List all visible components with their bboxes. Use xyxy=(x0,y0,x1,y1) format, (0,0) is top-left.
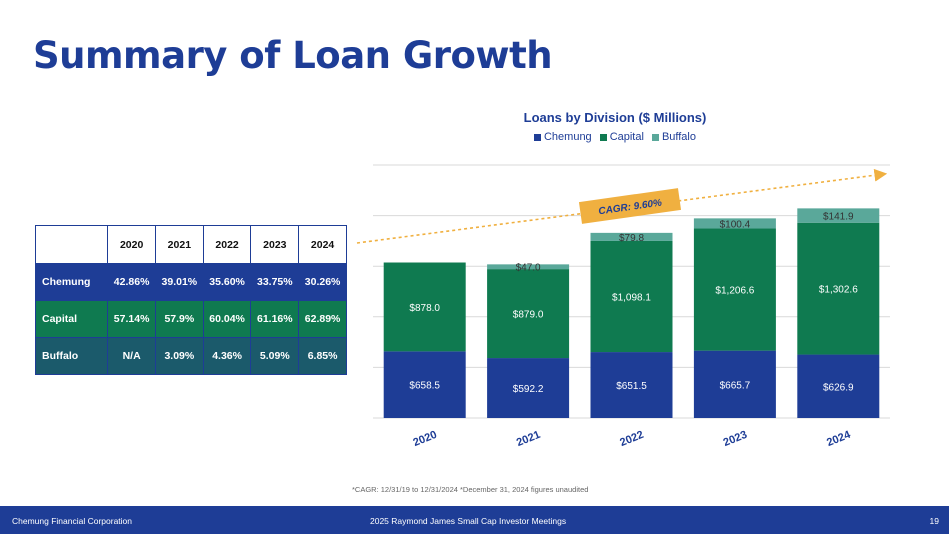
legend-swatch-capital xyxy=(599,133,607,141)
x-tick-label-2024: 2024 xyxy=(825,428,853,449)
table-header-cell: 2023 xyxy=(250,225,300,264)
data-label-capital-2021: $879.0 xyxy=(513,310,544,321)
data-label-buffalo-2024: $141.9 xyxy=(823,212,854,223)
data-label-chemung-2022: $651.5 xyxy=(616,381,647,392)
data-label-buffalo-2022: $79.8 xyxy=(619,233,644,244)
table-cell: 42.86% xyxy=(107,263,156,301)
table-header-cell: 2024 xyxy=(298,225,347,264)
division-percentage-table: 2020 2021 2022 2023 2024 Chemung 42.86% … xyxy=(34,225,347,375)
table-cell: 35.60% xyxy=(202,263,252,301)
table-cell: 39.01% xyxy=(154,263,204,301)
legend-label-chemung: Chemung xyxy=(543,131,592,143)
legend-swatch-chemung xyxy=(533,133,541,141)
x-tick-label-2022: 2022 xyxy=(618,429,645,449)
table-cell: 33.75% xyxy=(250,263,300,301)
legend-item-capital: Capital xyxy=(599,131,644,143)
chart-title: Loans by Division ($ Millions) xyxy=(523,110,707,125)
bar-buffalo-2021 xyxy=(487,264,570,270)
cagr-callout-box xyxy=(578,188,682,224)
legend-item-buffalo: Buffalo xyxy=(651,131,696,143)
table-cell: N/A xyxy=(107,337,156,375)
legend-item-chemung: Chemung xyxy=(533,131,592,143)
bar-chemung-2024 xyxy=(797,354,880,418)
table-cell: 61.16% xyxy=(250,300,300,338)
table-cell: 57.14% xyxy=(107,300,156,338)
x-tick-label-2021: 2021 xyxy=(515,429,542,449)
bar-capital-2022 xyxy=(590,240,673,353)
table-cell: 30.26% xyxy=(298,263,347,301)
table-row-buffalo: Buffalo N/A 3.09% 4.36% 5.09% 6.85% xyxy=(34,337,347,375)
footnote: *CAGR: 12/31/19 to 12/31/2024 *December … xyxy=(352,485,589,494)
bar-buffalo-2022 xyxy=(590,232,673,241)
data-label-chemung-2024: $626.9 xyxy=(823,382,854,393)
page-title: Summary of Loan Growth xyxy=(33,34,553,77)
page-number: 19 xyxy=(929,516,939,526)
x-tick-label-2020: 2020 xyxy=(411,429,438,449)
chart-legend: Chemung Capital Buffalo xyxy=(440,131,790,143)
legend-swatch-buffalo xyxy=(651,133,659,141)
table-header-cell xyxy=(34,225,109,264)
data-label-capital-2024: $1,302.6 xyxy=(819,285,858,296)
table-row-label: Chemung xyxy=(34,263,109,301)
bar-capital-2024 xyxy=(797,222,880,355)
data-label-chemung-2020: $658.5 xyxy=(409,381,440,392)
bar-chemung-2022 xyxy=(590,352,673,418)
bar-chemung-2021 xyxy=(487,358,570,418)
cagr-callout: CAGR: 9.60% xyxy=(578,188,682,224)
table-cell: 4.36% xyxy=(202,337,252,375)
bar-buffalo-2024 xyxy=(797,208,880,223)
data-label-chemung-2021: $592.2 xyxy=(513,384,544,395)
table-row-chemung: Chemung 42.86% 39.01% 35.60% 33.75% 30.2… xyxy=(34,263,347,301)
bar-capital-2021 xyxy=(487,269,570,359)
legend-label-capital: Capital xyxy=(609,131,644,143)
table-cell: 3.09% xyxy=(154,337,204,375)
table-cell: 62.89% xyxy=(298,300,347,338)
table-cell: 5.09% xyxy=(250,337,300,375)
footer-company: Chemung Financial Corporation xyxy=(12,516,133,526)
legend-label-buffalo: Buffalo xyxy=(661,131,696,143)
table-header-row: 2020 2021 2022 2023 2024 xyxy=(34,225,347,264)
bar-chemung-2023 xyxy=(693,350,776,418)
bar-buffalo-2023 xyxy=(693,218,776,229)
bar-capital-2023 xyxy=(693,228,776,351)
table-row-capital: Capital 57.14% 57.9% 60.04% 61.16% 62.89… xyxy=(34,300,347,338)
table-cell: 6.85% xyxy=(298,337,347,375)
data-label-capital-2023: $1,206.6 xyxy=(715,286,754,297)
data-label-capital-2020: $878.0 xyxy=(409,303,440,314)
table-row-label: Buffalo xyxy=(34,337,109,375)
footer-bar: Chemung Financial Corporation 2025 Raymo… xyxy=(0,506,949,534)
data-label-capital-2022: $1,098.1 xyxy=(612,293,651,304)
data-label-buffalo-2023: $100.4 xyxy=(720,219,751,230)
data-label-chemung-2023: $665.7 xyxy=(720,380,751,391)
x-tick-label-2023: 2023 xyxy=(722,429,749,449)
table-row-label: Capital xyxy=(34,300,109,338)
table-header-cell: 2022 xyxy=(202,225,252,264)
table-header-cell: 2021 xyxy=(154,225,204,264)
bar-capital-2020 xyxy=(383,262,466,352)
table-cell: 57.9% xyxy=(154,300,204,338)
data-label-buffalo-2021: $47.0 xyxy=(516,263,541,274)
bar-chemung-2020 xyxy=(383,351,466,418)
footer-event: 2025 Raymond James Small Cap Investor Me… xyxy=(370,516,567,526)
